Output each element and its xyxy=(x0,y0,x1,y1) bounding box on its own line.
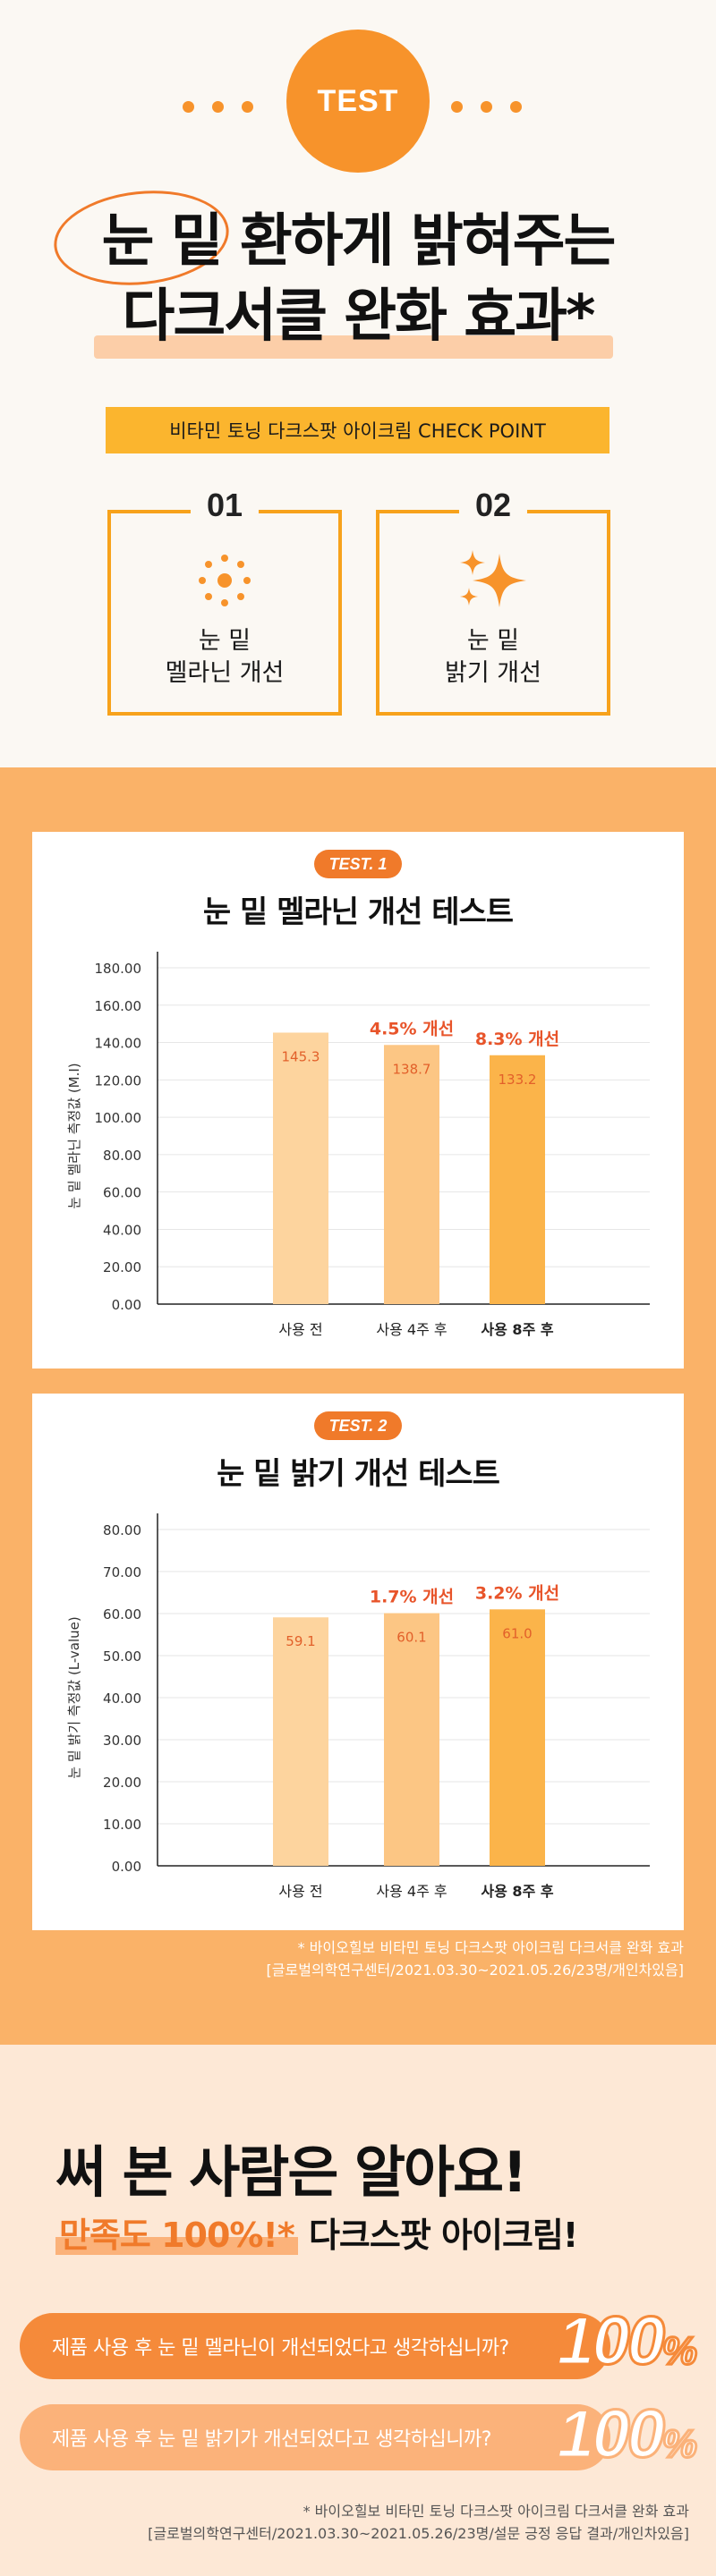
y-tick-label: 60.00 xyxy=(103,1185,141,1201)
survey-result-2: 100% xyxy=(556,2395,699,2474)
checkpoint-number: 02 xyxy=(458,487,528,524)
headline-line2: 다크서클 완화 효과* xyxy=(122,284,595,350)
satisfaction-title: 써 본 사람은 알아요! xyxy=(55,2140,527,2205)
bar-value-label: 61.0 xyxy=(502,1625,532,1641)
x-category-label: 사용 4주 후 xyxy=(376,1883,447,1900)
satisfaction-section: 써 본 사람은 알아요! 만족도 100%!* 다크스팟 아이크림! 제품 사용… xyxy=(0,2045,716,2576)
chart-card-1: 0.00 20.00 40.00 60.00 80.00 100.00 120.00 140.… xyxy=(32,832,684,1368)
bar-value-label: 133.2 xyxy=(499,1072,537,1088)
bar-3 xyxy=(490,1055,545,1304)
highlight-underline xyxy=(94,335,613,359)
headline-line1: 눈 밑 환하게 밝혀주는 xyxy=(101,208,617,275)
bar-value-label: 138.7 xyxy=(393,1061,431,1077)
decor-dots-right xyxy=(451,101,522,114)
y-tick-label: 20.00 xyxy=(103,1775,141,1791)
y-tick-label: 40.00 xyxy=(103,1690,141,1707)
checkpoint-bar-label: 비타민 토닝 다크스팟 아이크림 CHECK POINT xyxy=(169,420,546,442)
bar-2 xyxy=(384,1045,439,1304)
chart-title-1: 눈 밑 멜라닌 개선 테스트 xyxy=(202,894,514,930)
survey-result-1: 100% xyxy=(556,2302,699,2381)
y-tick-label: 70.00 xyxy=(103,1564,141,1580)
survey-footnote: * 바이오힐보 비타민 토닝 다크스팟 아이크림 다크서클 완화 효과 [글로벌… xyxy=(148,2503,689,2542)
test-badge-label: TEST xyxy=(317,83,399,118)
test-badge-1: TEST. 1 xyxy=(314,850,402,878)
improvement-label: 4.5% 개선 xyxy=(370,1019,454,1038)
y-tick-label: 0.00 xyxy=(112,1859,141,1875)
chart-title-2: 눈 밑 밝기 개선 테스트 xyxy=(217,1456,500,1492)
y-axis-label: 눈 밑 밝기 측정값 (L-value) xyxy=(66,1616,82,1778)
x-category-label: 사용 전 xyxy=(278,1883,322,1900)
improvement-label: 3.2% 개선 xyxy=(475,1583,559,1603)
bar-1 xyxy=(273,1032,328,1304)
x-category-label: 사용 8주 후 xyxy=(481,1883,553,1900)
y-tick-label: 40.00 xyxy=(103,1222,141,1238)
checkpoint-number: 01 xyxy=(190,487,260,524)
satisfaction-subtitle: 만족도 100%!* 다크스팟 아이크림! xyxy=(55,2207,578,2257)
bar-value-label: 60.1 xyxy=(396,1630,426,1646)
bar-1 xyxy=(273,1617,328,1866)
checkpoint-label: 눈 밑 멜라닌 개선 xyxy=(165,627,285,688)
y-tick-label: 0.00 xyxy=(112,1297,141,1313)
y-tick-label: 80.00 xyxy=(103,1522,141,1538)
checkpoint-card-1: 01 눈 밑 멜라닌 개선 xyxy=(107,487,342,716)
test-results-section: 0.00 20.00 40.00 60.00 80.00 100.00 120.00 140.… xyxy=(0,767,716,2045)
satisfaction-sub-rest: 다크스팟 아이크림! xyxy=(297,2216,578,2255)
y-tick-label: 80.00 xyxy=(103,1148,141,1164)
bar-value-label: 59.1 xyxy=(286,1633,315,1649)
test-footnote: * 바이오힐보 비타민 토닝 다크스팟 아이크림 다크서클 완화 효과 [글로벌… xyxy=(266,1939,684,1979)
y-tick-label: 100.00 xyxy=(95,1110,142,1126)
y-tick-label: 10.00 xyxy=(103,1817,141,1833)
checkpoint-card-2: 02 눈 밑 밝기 개선 xyxy=(376,487,610,716)
satisfaction-highlight: 만족도 100%!* xyxy=(55,2216,298,2255)
checkpoint-label: 눈 밑 밝기 개선 xyxy=(445,627,541,688)
hero-section: TEST 눈 밑 환하게 밝혀주는 다크서클 완화 효과* 비타민 토닝 다크스… xyxy=(0,0,716,767)
y-tick-label: 60.00 xyxy=(103,1606,141,1623)
bar-2 xyxy=(384,1613,439,1866)
survey-question-2: 제품 사용 후 눈 밑 밝기가 개선되었다고 생각하십니까? xyxy=(20,2404,610,2470)
bar-3 xyxy=(490,1609,545,1866)
improvement-label: 1.7% 개선 xyxy=(370,1588,454,1607)
decor-dots-left xyxy=(183,101,253,114)
y-tick-label: 120.00 xyxy=(95,1072,142,1089)
y-tick-label: 160.00 xyxy=(95,998,142,1014)
bar-value-label: 145.3 xyxy=(282,1048,320,1064)
survey-question-1: 제품 사용 후 눈 밑 멜라닌이 개선되었다고 생각하십니까? xyxy=(20,2313,610,2379)
melanin-chart: 0.00 20.00 40.00 60.00 80.00 100.00 120.00 140.… xyxy=(66,952,650,1338)
brightness-chart: 0.00 10.00 20.00 30.00 40.00 50.00 60.00 70.00 8… xyxy=(66,1513,650,1900)
dotted-sun-icon xyxy=(111,549,338,612)
test-badge: TEST xyxy=(286,30,430,173)
y-axis-label: 눈 밑 멜라닌 측정값 (M.I) xyxy=(66,1063,82,1208)
chart-card-2: 0.00 10.00 20.00 30.00 40.00 50.00 60.00 70.00 8… xyxy=(32,1394,684,1930)
improvement-label: 8.3% 개선 xyxy=(475,1030,559,1049)
y-tick-label: 50.00 xyxy=(103,1648,141,1665)
checkpoint-bar: 비타민 토닝 다크스팟 아이크림 CHECK POINT xyxy=(106,407,609,453)
y-tick-label: 140.00 xyxy=(95,1036,142,1052)
y-tick-label: 20.00 xyxy=(103,1259,141,1275)
x-category-label: 사용 전 xyxy=(278,1321,322,1338)
x-category-label: 사용 8주 후 xyxy=(481,1321,553,1338)
sparkle-icon xyxy=(379,549,607,612)
test-badge-2: TEST. 2 xyxy=(314,1411,402,1440)
y-tick-label: 180.00 xyxy=(95,961,142,977)
x-category-label: 사용 4주 후 xyxy=(376,1321,447,1338)
y-tick-label: 30.00 xyxy=(103,1733,141,1749)
